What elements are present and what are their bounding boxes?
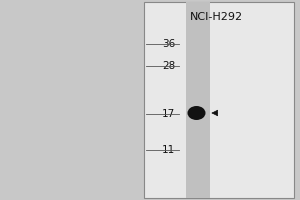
Ellipse shape <box>188 106 206 120</box>
Text: 11: 11 <box>162 145 176 155</box>
Bar <box>186 2 210 198</box>
Text: 17: 17 <box>162 109 176 119</box>
Bar <box>144 2 294 198</box>
Text: 36: 36 <box>162 39 176 49</box>
Text: NCI-H292: NCI-H292 <box>189 12 243 22</box>
Text: 28: 28 <box>162 61 176 71</box>
